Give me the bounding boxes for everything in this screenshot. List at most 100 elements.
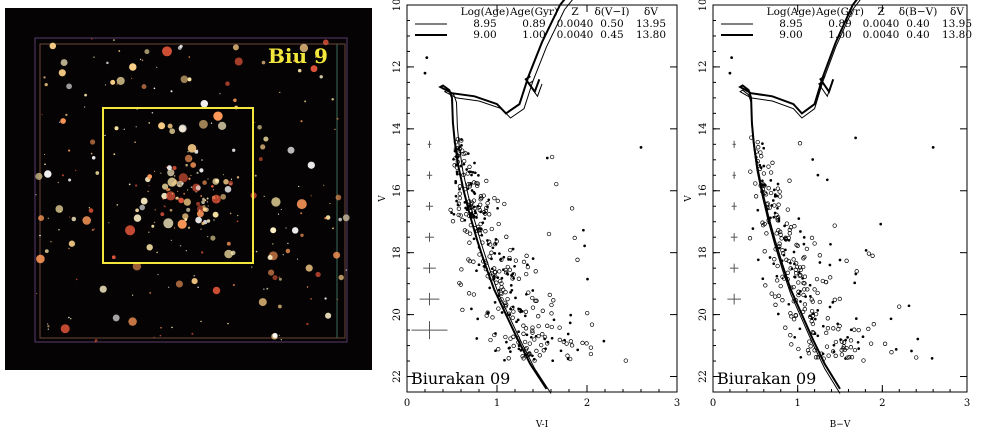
star-point	[852, 327, 857, 332]
star-point	[589, 322, 595, 327]
star-point	[511, 343, 516, 349]
star	[201, 200, 205, 205]
star	[163, 218, 174, 229]
y-tick-label: 22	[392, 370, 403, 383]
star	[280, 208, 282, 211]
star	[220, 193, 227, 200]
star-point	[766, 186, 771, 191]
star-point	[575, 257, 580, 262]
x-tick-label: 2	[584, 398, 590, 409]
star	[257, 125, 262, 130]
star-point	[793, 312, 798, 318]
star-point	[756, 208, 760, 212]
star-point	[507, 267, 513, 273]
star-point	[545, 156, 549, 160]
star	[187, 77, 192, 82]
star-point	[787, 178, 792, 183]
star	[68, 149, 71, 152]
star-point	[826, 353, 831, 358]
star	[237, 214, 239, 217]
x-tick-label: 1	[494, 398, 500, 409]
star-point	[531, 289, 535, 292]
star	[278, 277, 282, 281]
star-point	[549, 302, 554, 308]
star-point	[830, 349, 836, 354]
star-point	[792, 224, 797, 229]
star	[159, 334, 162, 337]
star-point	[576, 348, 580, 352]
star	[169, 128, 176, 135]
star-point	[776, 228, 781, 233]
star-point	[787, 238, 791, 242]
legend-header: Z	[877, 6, 884, 18]
star	[57, 181, 59, 184]
star	[68, 178, 72, 182]
star-point	[467, 231, 473, 236]
star-point	[501, 287, 506, 292]
star	[324, 297, 327, 300]
star-point	[580, 340, 585, 346]
star	[277, 213, 280, 215]
star	[306, 322, 309, 326]
star-point	[814, 276, 820, 282]
star-point	[475, 337, 479, 340]
star-point	[496, 221, 501, 227]
star-point	[787, 231, 792, 236]
star-point	[783, 224, 786, 228]
star	[197, 286, 199, 289]
star-point	[847, 355, 852, 360]
star-point	[470, 307, 473, 311]
star-point	[848, 338, 854, 343]
star	[202, 205, 206, 209]
star	[140, 197, 148, 205]
star	[158, 122, 166, 130]
star	[147, 190, 149, 193]
star	[154, 209, 156, 211]
star	[230, 178, 233, 180]
star-point	[781, 276, 787, 281]
cluster-box	[102, 107, 254, 264]
star-point	[759, 154, 764, 159]
star	[196, 171, 199, 175]
star-point	[796, 346, 801, 352]
star	[212, 178, 219, 185]
star-point	[864, 249, 868, 252]
star-point	[759, 166, 763, 169]
star-point	[586, 277, 589, 281]
star	[156, 66, 158, 69]
star	[104, 84, 106, 86]
star-point	[802, 302, 808, 307]
star-point	[523, 347, 529, 352]
star-point	[588, 351, 594, 357]
isochrone-thin	[739, 0, 861, 394]
star-point	[828, 263, 832, 267]
star	[251, 266, 253, 268]
star-point	[473, 161, 476, 165]
star-point	[454, 194, 458, 198]
star-point	[496, 294, 500, 298]
star-point	[784, 221, 790, 226]
star-point	[810, 299, 815, 304]
star-point	[758, 163, 762, 167]
star-point	[568, 339, 574, 344]
star-point	[816, 309, 820, 312]
star	[167, 123, 173, 129]
star-point	[496, 347, 501, 352]
star	[334, 128, 336, 130]
star	[266, 287, 269, 290]
star-point	[572, 235, 577, 241]
star-point	[527, 341, 532, 346]
star	[151, 224, 155, 228]
star-point	[793, 271, 799, 276]
star	[206, 197, 209, 200]
star	[116, 83, 118, 85]
star-point	[500, 276, 504, 280]
star-point	[521, 259, 527, 265]
star-point	[475, 183, 480, 189]
star	[141, 59, 144, 61]
star-point	[527, 351, 532, 356]
star	[306, 286, 309, 288]
star	[279, 91, 281, 93]
star	[35, 172, 43, 180]
star-point	[778, 232, 783, 237]
